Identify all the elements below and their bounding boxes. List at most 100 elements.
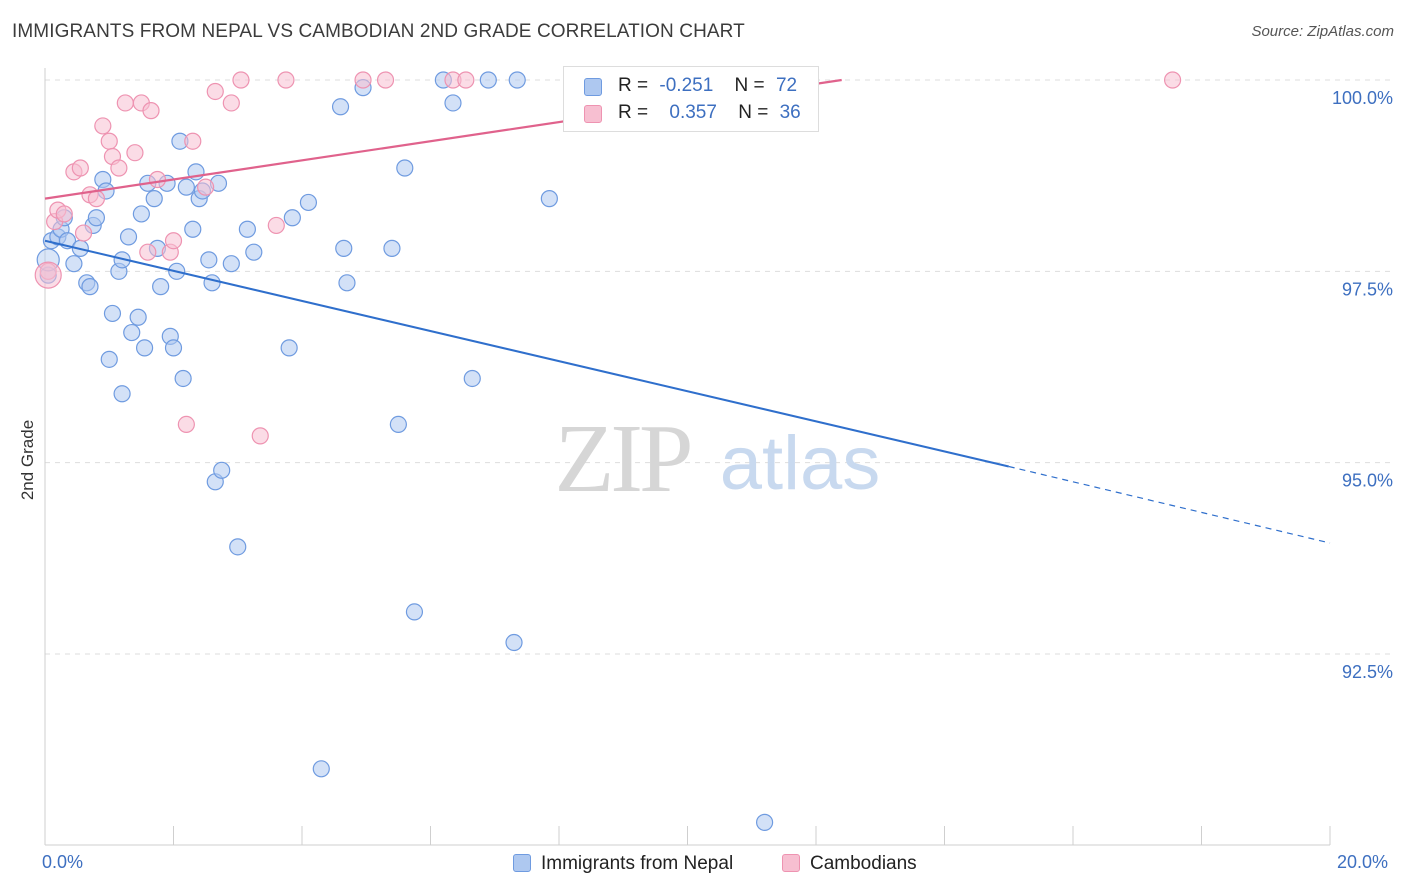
data-point xyxy=(132,205,150,223)
legend-r-label: R = xyxy=(618,75,649,96)
legend-n-value-pink: 36 xyxy=(779,102,801,123)
legend-n-label: N = xyxy=(734,75,765,96)
data-point xyxy=(116,94,134,112)
y-tick-label: 95.0% xyxy=(1342,471,1393,491)
bottom-legend-swatch-blue xyxy=(513,854,531,872)
data-point xyxy=(389,415,407,433)
data-point xyxy=(1163,71,1182,89)
y-tick-label: 92.5% xyxy=(1342,662,1393,682)
data-point xyxy=(177,415,195,433)
data-point xyxy=(126,144,144,162)
data-point xyxy=(444,94,462,112)
axes xyxy=(44,68,1331,846)
data-point xyxy=(213,461,231,479)
bottom-legend-nepal: Immigrants from Nepal xyxy=(513,853,733,875)
data-point xyxy=(335,239,353,257)
data-point xyxy=(229,538,247,556)
data-point xyxy=(245,243,263,261)
legend-swatch-blue xyxy=(584,78,602,96)
watermark: ZIP atlas xyxy=(555,405,881,513)
data-point xyxy=(94,117,112,135)
data-point xyxy=(540,190,558,208)
data-point xyxy=(174,369,192,388)
data-point xyxy=(164,339,183,357)
data-point xyxy=(71,159,89,177)
data-point xyxy=(203,274,221,292)
data-point xyxy=(100,350,118,368)
data-point xyxy=(184,132,202,150)
data-point xyxy=(65,255,83,273)
data-point xyxy=(383,239,401,257)
x-tick-max: 20.0% xyxy=(1337,852,1389,872)
x-tick-min: 0.0% xyxy=(42,852,84,872)
data-point xyxy=(232,71,250,89)
data-point xyxy=(87,190,106,208)
source-label: Source: ZipAtlas.com xyxy=(1251,23,1394,40)
data-point xyxy=(222,255,240,273)
y-tick-label: 100.0% xyxy=(1332,88,1393,108)
data-point xyxy=(755,813,774,831)
legend-r-value-pink: 0.357 xyxy=(669,102,717,123)
data-point xyxy=(148,170,167,189)
y-tick-label: 97.5% xyxy=(1342,279,1393,299)
data-point-cluster xyxy=(34,261,62,289)
data-point xyxy=(113,385,131,403)
grid-lines xyxy=(45,79,1395,655)
trendline-nepal xyxy=(44,239,1009,468)
data-point xyxy=(81,278,99,296)
data-point xyxy=(312,760,330,778)
data-point xyxy=(152,278,170,296)
bottom-legend-label-pink: Cambodians xyxy=(810,853,917,874)
watermark-zip: ZIP xyxy=(555,405,690,513)
data-point xyxy=(376,71,395,89)
data-point xyxy=(479,71,497,89)
data-point xyxy=(283,209,301,227)
data-point xyxy=(197,178,215,196)
data-point xyxy=(405,603,424,621)
y-axis-label: 2nd Grade xyxy=(18,419,37,501)
data-point xyxy=(100,132,118,150)
data-point xyxy=(505,633,523,652)
bottom-legend-cambodians: Cambodians xyxy=(782,853,917,875)
data-point xyxy=(238,220,256,238)
data-point xyxy=(338,274,356,292)
data-point xyxy=(142,102,160,120)
data-point xyxy=(119,228,138,246)
data-point xyxy=(129,308,147,326)
legend-r-value-blue: -0.251 xyxy=(659,75,714,96)
data-point xyxy=(164,232,183,250)
correlation-legend: R = -0.251 N = 72 R = 0.357 N = 36 xyxy=(563,66,819,132)
data-point xyxy=(251,427,269,445)
trendline-nepal-extension xyxy=(1008,465,1331,544)
bottom-legend-swatch-pink xyxy=(782,854,800,872)
data-point xyxy=(457,71,475,89)
data-point xyxy=(103,304,122,323)
data-point xyxy=(280,339,298,357)
data-point xyxy=(331,98,350,116)
data-point xyxy=(200,251,218,269)
data-point xyxy=(110,159,128,177)
y-tick-labels: 92.5% 95.0% 97.5% 100.0% xyxy=(1332,88,1393,682)
data-point xyxy=(74,224,93,242)
data-point xyxy=(177,178,195,196)
bottom-legend-label-blue: Immigrants from Nepal xyxy=(541,853,734,874)
data-point xyxy=(184,220,202,238)
data-point xyxy=(135,339,154,357)
data-point xyxy=(145,190,163,208)
legend-r-label: R = xyxy=(618,102,649,123)
data-point xyxy=(139,243,157,261)
data-point xyxy=(206,82,224,101)
data-point xyxy=(222,94,240,112)
legend-n-value-blue: 72 xyxy=(775,75,798,96)
chart-title: IMMIGRANTS FROM NEPAL VS CAMBODIAN 2ND G… xyxy=(12,21,745,42)
data-point xyxy=(396,159,414,177)
data-point xyxy=(463,369,481,388)
data-point xyxy=(299,193,318,212)
data-point xyxy=(123,323,141,342)
data-point xyxy=(277,71,295,89)
data-point xyxy=(87,209,106,227)
legend-swatch-pink xyxy=(584,105,602,123)
watermark-atlas: atlas xyxy=(720,421,881,506)
legend-n-label: N = xyxy=(738,102,769,123)
